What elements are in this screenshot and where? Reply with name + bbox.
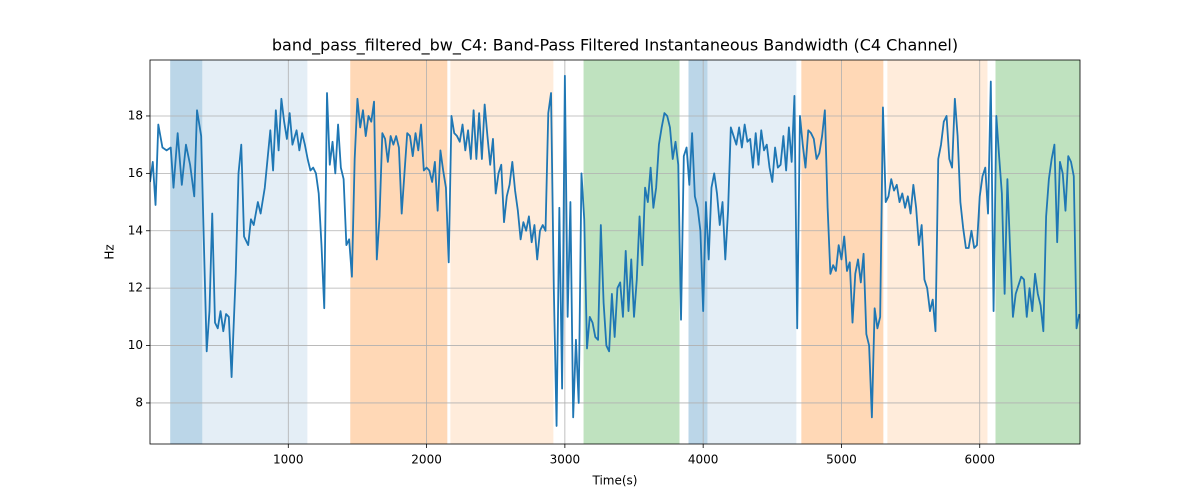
- x-tick-label: 3000: [550, 453, 581, 467]
- shaded-span: [583, 60, 680, 444]
- x-tick-label: 2000: [411, 453, 442, 467]
- y-axis-label: Hz: [103, 244, 117, 259]
- x-tick-label: 1000: [273, 453, 304, 467]
- x-axis-label: Time(s): [592, 474, 638, 488]
- y-tick-label: 16: [128, 166, 143, 180]
- x-tick-label: 6000: [964, 453, 995, 467]
- data-line: [150, 74, 1080, 427]
- chart-title: band_pass_filtered_bw_C4: Band-Pass Filt…: [272, 36, 958, 56]
- shaded-span: [350, 60, 448, 444]
- shaded-span: [995, 60, 1080, 444]
- plot-area: 1000 2000 3000 4000 5000 6000 8 10 12 14 16 18: [128, 59, 1081, 467]
- y-tick-label: 8: [135, 395, 143, 409]
- y-tick-label: 12: [128, 281, 143, 295]
- shaded-span: [707, 60, 797, 444]
- x-tick-label: 5000: [826, 453, 857, 467]
- axes-frame: [149, 59, 1081, 445]
- x-tick-label: 4000: [688, 453, 719, 467]
- y-tick-label: 18: [128, 108, 143, 122]
- y-tick-label: 14: [128, 223, 143, 237]
- shaded-span: [202, 60, 308, 444]
- y-tick-label: 10: [128, 338, 143, 352]
